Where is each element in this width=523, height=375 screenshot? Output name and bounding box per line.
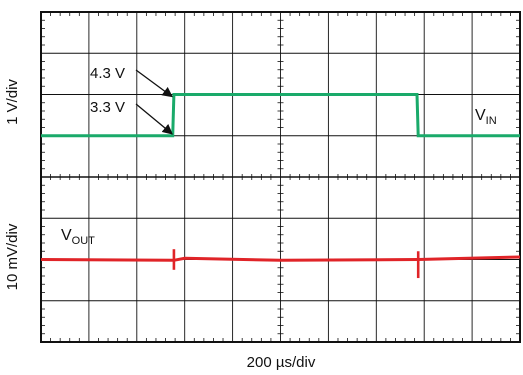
top-panel-ylabel: 1 V/div [4, 79, 21, 125]
vin-label-sub: IN [486, 115, 497, 127]
annotation-3v3: 3.3 V [90, 99, 125, 116]
annotation-4v3: 4.3 V [90, 65, 125, 82]
vout-label: VOUT [61, 227, 95, 247]
graticule [40, 11, 521, 343]
vin-label: VIN [475, 107, 497, 127]
vin-label-main: V [475, 107, 486, 124]
bottom-panel-ylabel: 10 mV/div [4, 223, 21, 290]
x-axis-label: 200 µs/div [247, 354, 316, 371]
vout-trace [40, 255, 521, 262]
annotation-arrow-2 [135, 103, 173, 135]
vout-label-main: V [61, 227, 72, 244]
annotations [135, 69, 173, 135]
annotation-arrow-1 [135, 69, 173, 98]
vout-label-sub: OUT [72, 235, 96, 247]
vin-trace [41, 93, 520, 138]
traces [40, 93, 521, 279]
